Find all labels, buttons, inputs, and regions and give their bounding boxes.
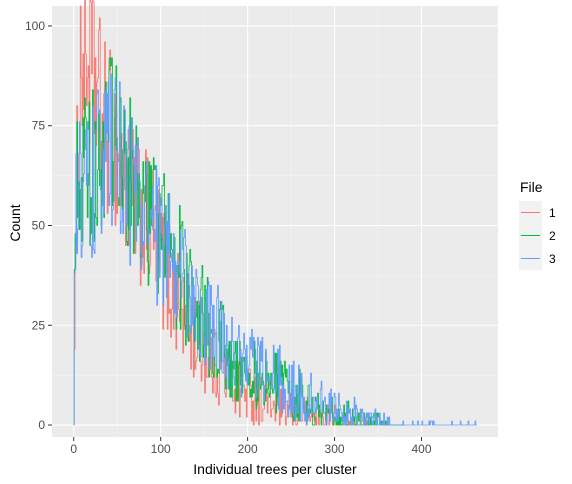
legend-label-1: 1 bbox=[549, 206, 556, 220]
y-tick-label: 50 bbox=[32, 218, 46, 232]
y-axis-title: Count bbox=[7, 204, 23, 241]
x-axis: 0 100 200 300 400 bbox=[70, 437, 431, 456]
y-tick-label: 0 bbox=[38, 418, 45, 432]
x-tick-label: 0 bbox=[70, 442, 77, 456]
y-tick-label: 100 bbox=[25, 19, 45, 33]
x-tick-label: 400 bbox=[411, 442, 431, 456]
legend: File 1 2 3 bbox=[519, 179, 556, 270]
x-tick-label: 100 bbox=[151, 442, 171, 456]
y-tick-label: 25 bbox=[32, 318, 46, 332]
x-axis-title: Individual trees per cluster bbox=[193, 461, 357, 477]
x-tick-label: 200 bbox=[238, 442, 258, 456]
legend-label-3: 3 bbox=[549, 252, 556, 266]
legend-label-2: 2 bbox=[549, 229, 556, 243]
y-axis: 0 25 50 75 100 bbox=[25, 19, 52, 432]
legend-title: File bbox=[520, 179, 543, 195]
y-tick-label: 75 bbox=[32, 119, 46, 133]
x-tick-label: 300 bbox=[325, 442, 345, 456]
